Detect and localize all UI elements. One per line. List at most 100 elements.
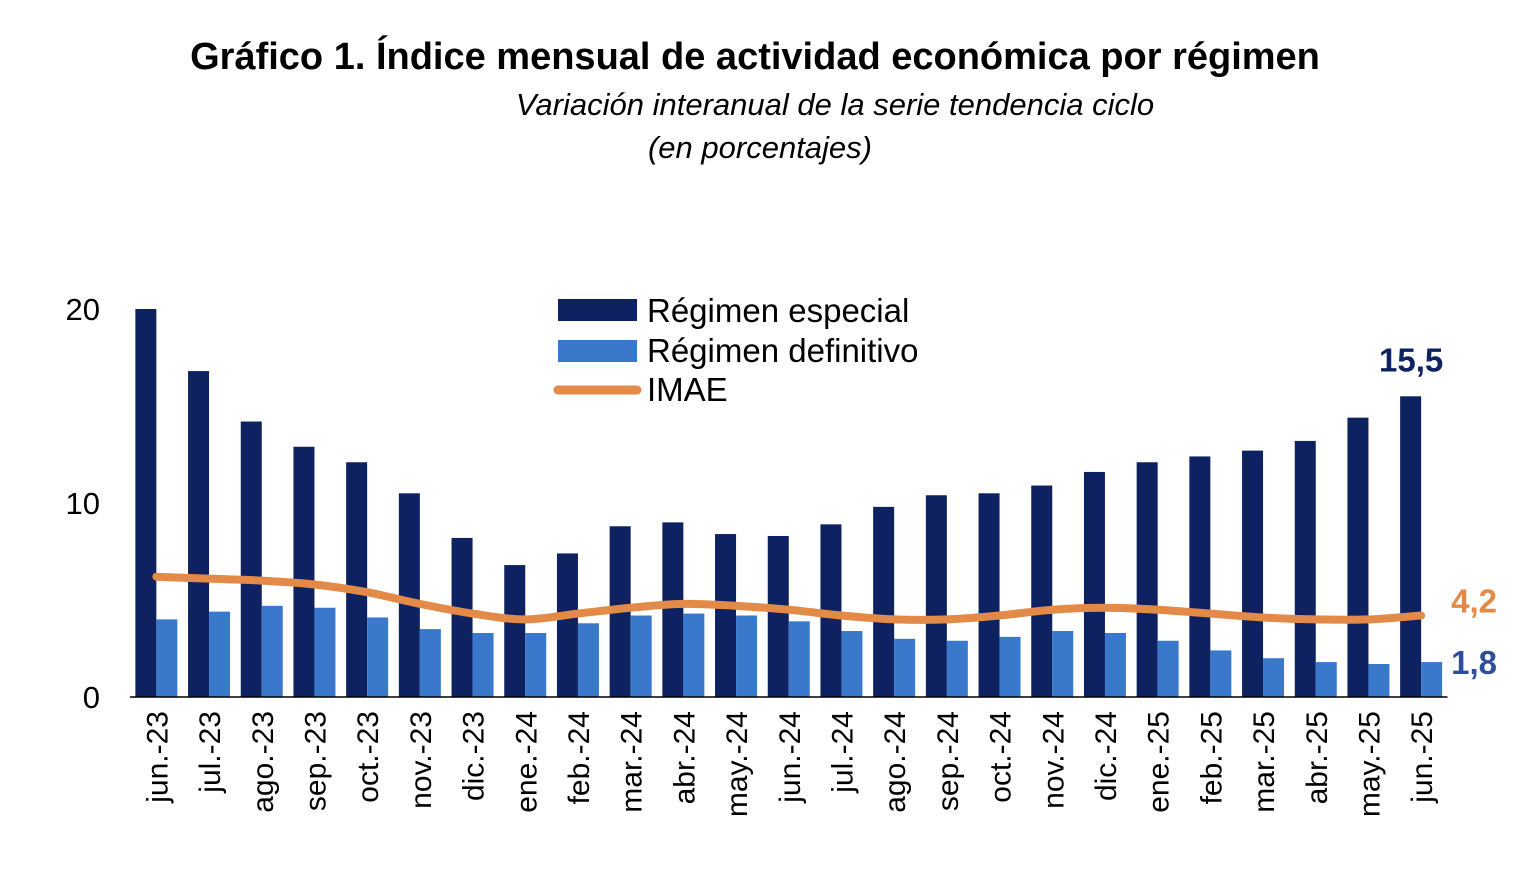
bar-definitivo (261, 605, 283, 697)
x-tick-label: jun.-24 (774, 711, 807, 804)
imae-point (524, 618, 526, 620)
imae-point (313, 583, 315, 585)
x-tick-label: ene.-24 (510, 711, 543, 813)
imae-point (1104, 607, 1106, 609)
imae-point (208, 578, 210, 580)
imae-point (1209, 613, 1211, 615)
bar-especial (978, 493, 1000, 697)
bar-definitivo (1315, 662, 1337, 697)
bar-definitivo (1263, 658, 1285, 697)
bar-especial (346, 462, 368, 697)
bar-definitivo (1157, 640, 1179, 697)
imae-point (682, 603, 684, 605)
x-tick-label: may.-25 (1353, 711, 1386, 817)
bar-definitivo (1104, 632, 1126, 697)
bar-definitivo (472, 632, 494, 697)
legend-swatch-especial (558, 299, 637, 321)
x-tick-label: may.-24 (721, 711, 754, 817)
imae-point (366, 591, 368, 593)
bar-definitivo (1052, 631, 1074, 697)
x-tick-label: dic.-24 (1090, 711, 1123, 801)
bar-definitivo (367, 617, 389, 697)
x-tick-label: feb.-25 (1195, 711, 1228, 804)
x-tick-label: nov.-24 (1037, 711, 1070, 809)
bars-group (135, 309, 1443, 697)
x-tick-label: jul.-23 (194, 711, 227, 794)
bar-especial (1347, 417, 1369, 697)
bar-definitivo (630, 615, 652, 697)
bar-especial (1400, 396, 1422, 697)
imae-point (630, 607, 632, 609)
data-label: 4,2 (1451, 583, 1497, 620)
bar-especial (1189, 456, 1211, 697)
chart-title: Gráfico 1. Índice mensual de actividad e… (190, 36, 1320, 78)
x-tick-label: ago.-23 (247, 711, 280, 813)
y-tick-label: 0 (83, 680, 100, 715)
bar-definitivo (419, 629, 441, 697)
legend-label-definitivo: Régimen definitivo (647, 332, 918, 369)
bar-especial (293, 446, 315, 697)
legend: Régimen especial Régimen definitivo IMAE (553, 292, 918, 408)
x-tick-label: dic.-23 (458, 711, 491, 801)
bar-definitivo (736, 615, 758, 697)
imae-point (999, 615, 1001, 617)
data-label: 15,5 (1379, 341, 1443, 378)
bar-especial (715, 534, 737, 697)
y-tick-label: 20 (66, 292, 100, 327)
x-tick-label: oct.-24 (985, 711, 1018, 803)
imae-point (577, 613, 579, 615)
imae-point (155, 576, 157, 578)
axes-group: 0 10 20 jun.-23 jul.-23 ago.-23 sep.-23 oct.-23… (66, 292, 1448, 817)
x-tick-label: jun.-23 (141, 711, 174, 804)
imae-point (1367, 618, 1369, 620)
chart-unit-note: (en porcentajes) (647, 130, 872, 165)
bar-especial (873, 506, 895, 697)
y-tick-label: 10 (66, 486, 100, 521)
bar-especial (451, 537, 473, 697)
imae-point (1262, 616, 1264, 618)
imae-point (788, 609, 790, 611)
bar-especial (1083, 471, 1105, 697)
x-tick-label: nov.-23 (405, 711, 438, 809)
imae-point (1051, 609, 1053, 611)
x-tick-label: sep.-24 (932, 711, 965, 811)
bar-definitivo (1210, 650, 1232, 697)
imae-point (261, 580, 263, 582)
x-tick-label: mar.-25 (1248, 711, 1281, 813)
chart-subtitle: Variación interanual de la serie tendenc… (515, 87, 1155, 122)
imae-point (1420, 615, 1422, 617)
imae-point (472, 613, 474, 615)
imae-point (893, 618, 895, 620)
bar-especial (240, 421, 262, 697)
bar-especial (398, 493, 420, 697)
bar-definitivo (314, 607, 336, 697)
bar-especial (1136, 462, 1158, 697)
bar-especial (188, 371, 210, 697)
bar-especial (1294, 440, 1316, 697)
data-label: 1,8 (1451, 644, 1497, 681)
bar-definitivo (841, 631, 863, 697)
legend-label-imae: IMAE (647, 371, 728, 408)
x-tick-label: feb.-24 (563, 711, 596, 804)
data-labels-group: 15,5 4,2 1,8 (1379, 341, 1497, 681)
imae-point (946, 618, 948, 620)
bar-especial (556, 553, 578, 697)
bar-especial (925, 495, 947, 697)
imae-point (1157, 609, 1159, 611)
imae-point (735, 605, 737, 607)
bar-definitivo (788, 621, 810, 697)
x-tick-label: jun.-25 (1406, 711, 1439, 804)
x-tick-label: sep.-23 (299, 711, 332, 811)
x-tick-label: ene.-25 (1143, 711, 1176, 813)
bar-definitivo (1368, 664, 1390, 697)
bar-definitivo (946, 640, 968, 697)
x-tick-label: jul.-24 (826, 711, 859, 794)
bar-especial (135, 309, 157, 697)
bar-definitivo (1421, 662, 1443, 697)
bar-definitivo (894, 638, 916, 697)
bar-definitivo (156, 619, 178, 697)
x-tick-label: abr.-24 (668, 711, 701, 804)
x-tick-label: abr.-25 (1301, 711, 1334, 804)
x-tick-label: oct.-23 (352, 711, 385, 803)
